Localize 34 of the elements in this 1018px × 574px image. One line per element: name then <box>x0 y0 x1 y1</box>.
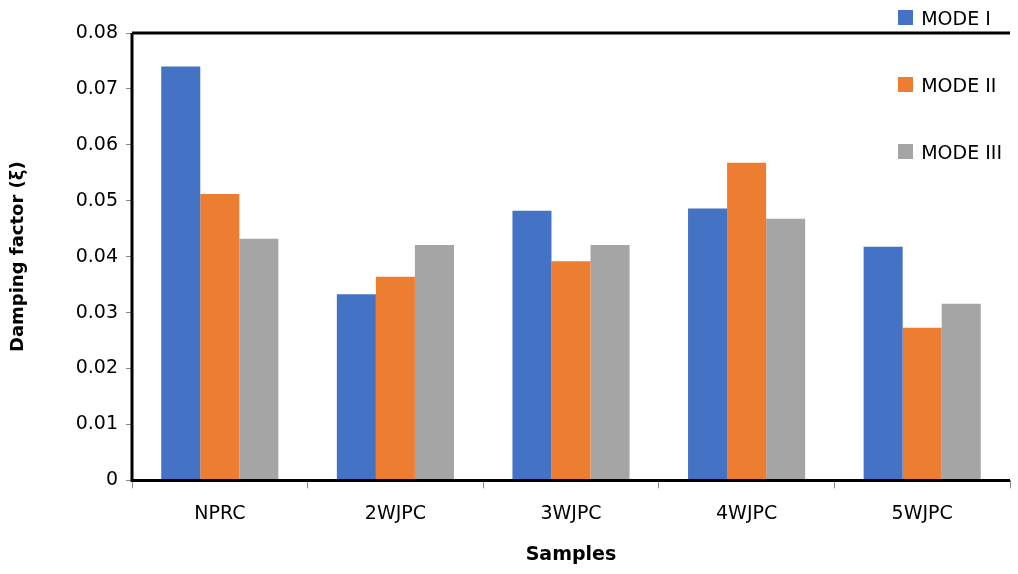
bar <box>512 210 552 480</box>
x-tick-label: 3WJPC <box>540 500 602 523</box>
bar <box>766 218 806 480</box>
y-tick-label: 0.07 <box>75 75 118 98</box>
bar <box>551 261 591 480</box>
y-axis-title: Damping factor (ξ) <box>6 161 28 353</box>
bar <box>239 238 279 480</box>
bar <box>161 66 201 480</box>
y-tick-label: 0.04 <box>75 243 118 266</box>
x-tick-label: 4WJPC <box>716 500 778 523</box>
y-tick-label: 0.03 <box>75 299 118 322</box>
bar <box>336 294 376 480</box>
legend-label: MODE II <box>921 73 997 96</box>
bar <box>863 246 903 480</box>
y-tick-label: 0.08 <box>75 19 118 42</box>
x-tick-label: NPRC <box>194 500 246 523</box>
bar <box>688 208 728 480</box>
x-axis-title: Samples <box>525 541 617 564</box>
bar <box>590 244 630 480</box>
bar <box>414 244 454 480</box>
y-tick-label: 0.02 <box>75 355 118 378</box>
y-tick-label: 0.01 <box>75 411 118 434</box>
bar <box>902 327 942 480</box>
bar <box>200 194 240 480</box>
bar <box>727 162 767 480</box>
legend-label: MODE I <box>921 6 991 29</box>
x-tick-label: 5WJPC <box>891 500 953 523</box>
legend-label: MODE III <box>921 140 1002 163</box>
y-tick-label: 0 <box>105 467 118 490</box>
y-tick-label: 0.06 <box>75 131 118 154</box>
x-tick-label: 2WJPC <box>364 500 426 523</box>
y-tick-label: 0.05 <box>75 187 118 210</box>
bar <box>941 303 981 480</box>
bar <box>375 276 415 480</box>
